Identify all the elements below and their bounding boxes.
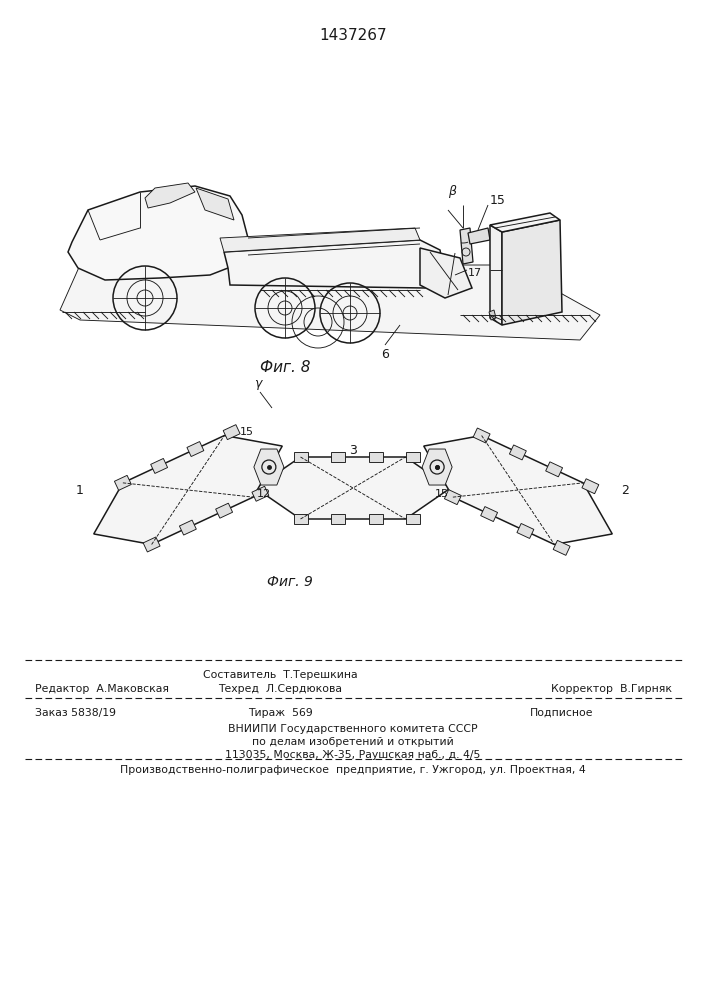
Polygon shape [252, 486, 269, 501]
Text: 12: 12 [257, 489, 271, 499]
Polygon shape [553, 540, 570, 555]
Text: 2: 2 [621, 484, 629, 496]
Polygon shape [145, 183, 195, 208]
Text: Подписное: Подписное [530, 708, 593, 718]
Text: Корректор  В.Гирняк: Корректор В.Гирняк [551, 684, 672, 694]
Text: Заказ 5838/19: Заказ 5838/19 [35, 708, 116, 718]
Text: Составитель  Т.Терешкина: Составитель Т.Терешкина [203, 670, 357, 680]
Text: Производственно-полиграфическое  предприятие, г. Ужгород, ул. Проектная, 4: Производственно-полиграфическое предприя… [120, 765, 586, 775]
Polygon shape [460, 228, 473, 264]
Polygon shape [216, 503, 233, 518]
Text: Фиг. 8: Фиг. 8 [259, 360, 310, 375]
Polygon shape [422, 449, 452, 485]
Text: по делам изобретений и открытий: по делам изобретений и открытий [252, 737, 454, 747]
Polygon shape [490, 225, 502, 325]
Text: 113035, Москва, Ж-35, Раушская наб., д. 4/5: 113035, Москва, Ж-35, Раушская наб., д. … [226, 750, 481, 760]
Text: ВНИИПИ Государственного комитета СССР: ВНИИПИ Государственного комитета СССР [228, 724, 478, 734]
Polygon shape [143, 537, 160, 552]
Polygon shape [255, 457, 450, 519]
Polygon shape [196, 188, 234, 220]
Polygon shape [115, 475, 132, 490]
Polygon shape [490, 213, 560, 232]
Polygon shape [293, 452, 308, 462]
Text: Редактор  А.Маковская: Редактор А.Маковская [35, 684, 169, 694]
Text: 1: 1 [76, 484, 84, 496]
Polygon shape [445, 490, 462, 505]
Polygon shape [68, 186, 248, 280]
Polygon shape [406, 452, 420, 462]
Polygon shape [481, 507, 498, 522]
Polygon shape [151, 458, 168, 473]
Polygon shape [60, 265, 600, 340]
Polygon shape [406, 514, 420, 524]
Text: 3: 3 [349, 444, 357, 456]
Polygon shape [368, 452, 382, 462]
Polygon shape [368, 514, 382, 524]
Polygon shape [223, 425, 240, 440]
Text: 15: 15 [490, 194, 506, 207]
Polygon shape [489, 310, 496, 320]
Polygon shape [420, 248, 472, 298]
Text: Фиг. 9: Фиг. 9 [267, 575, 313, 589]
Polygon shape [220, 228, 420, 252]
Polygon shape [94, 436, 282, 544]
Polygon shape [510, 445, 526, 460]
Text: 6: 6 [381, 348, 389, 361]
Polygon shape [331, 514, 345, 524]
Polygon shape [582, 479, 599, 494]
Text: Тираж  569: Тираж 569 [247, 708, 312, 718]
Text: γ: γ [255, 377, 262, 390]
Polygon shape [468, 228, 490, 244]
Polygon shape [473, 428, 490, 443]
Polygon shape [502, 220, 562, 325]
Polygon shape [546, 462, 563, 477]
Text: 1437267: 1437267 [319, 28, 387, 43]
Polygon shape [180, 520, 197, 535]
Polygon shape [293, 514, 308, 524]
Polygon shape [331, 452, 345, 462]
Polygon shape [224, 240, 445, 288]
Polygon shape [254, 449, 284, 485]
Polygon shape [187, 442, 204, 457]
Text: 15: 15 [240, 427, 254, 437]
Text: 17: 17 [468, 268, 482, 278]
Text: 15: 15 [435, 489, 449, 499]
Polygon shape [423, 436, 612, 544]
Text: Техред  Л.Сердюкова: Техред Л.Сердюкова [218, 684, 342, 694]
Polygon shape [517, 523, 534, 538]
Text: β: β [448, 185, 456, 198]
